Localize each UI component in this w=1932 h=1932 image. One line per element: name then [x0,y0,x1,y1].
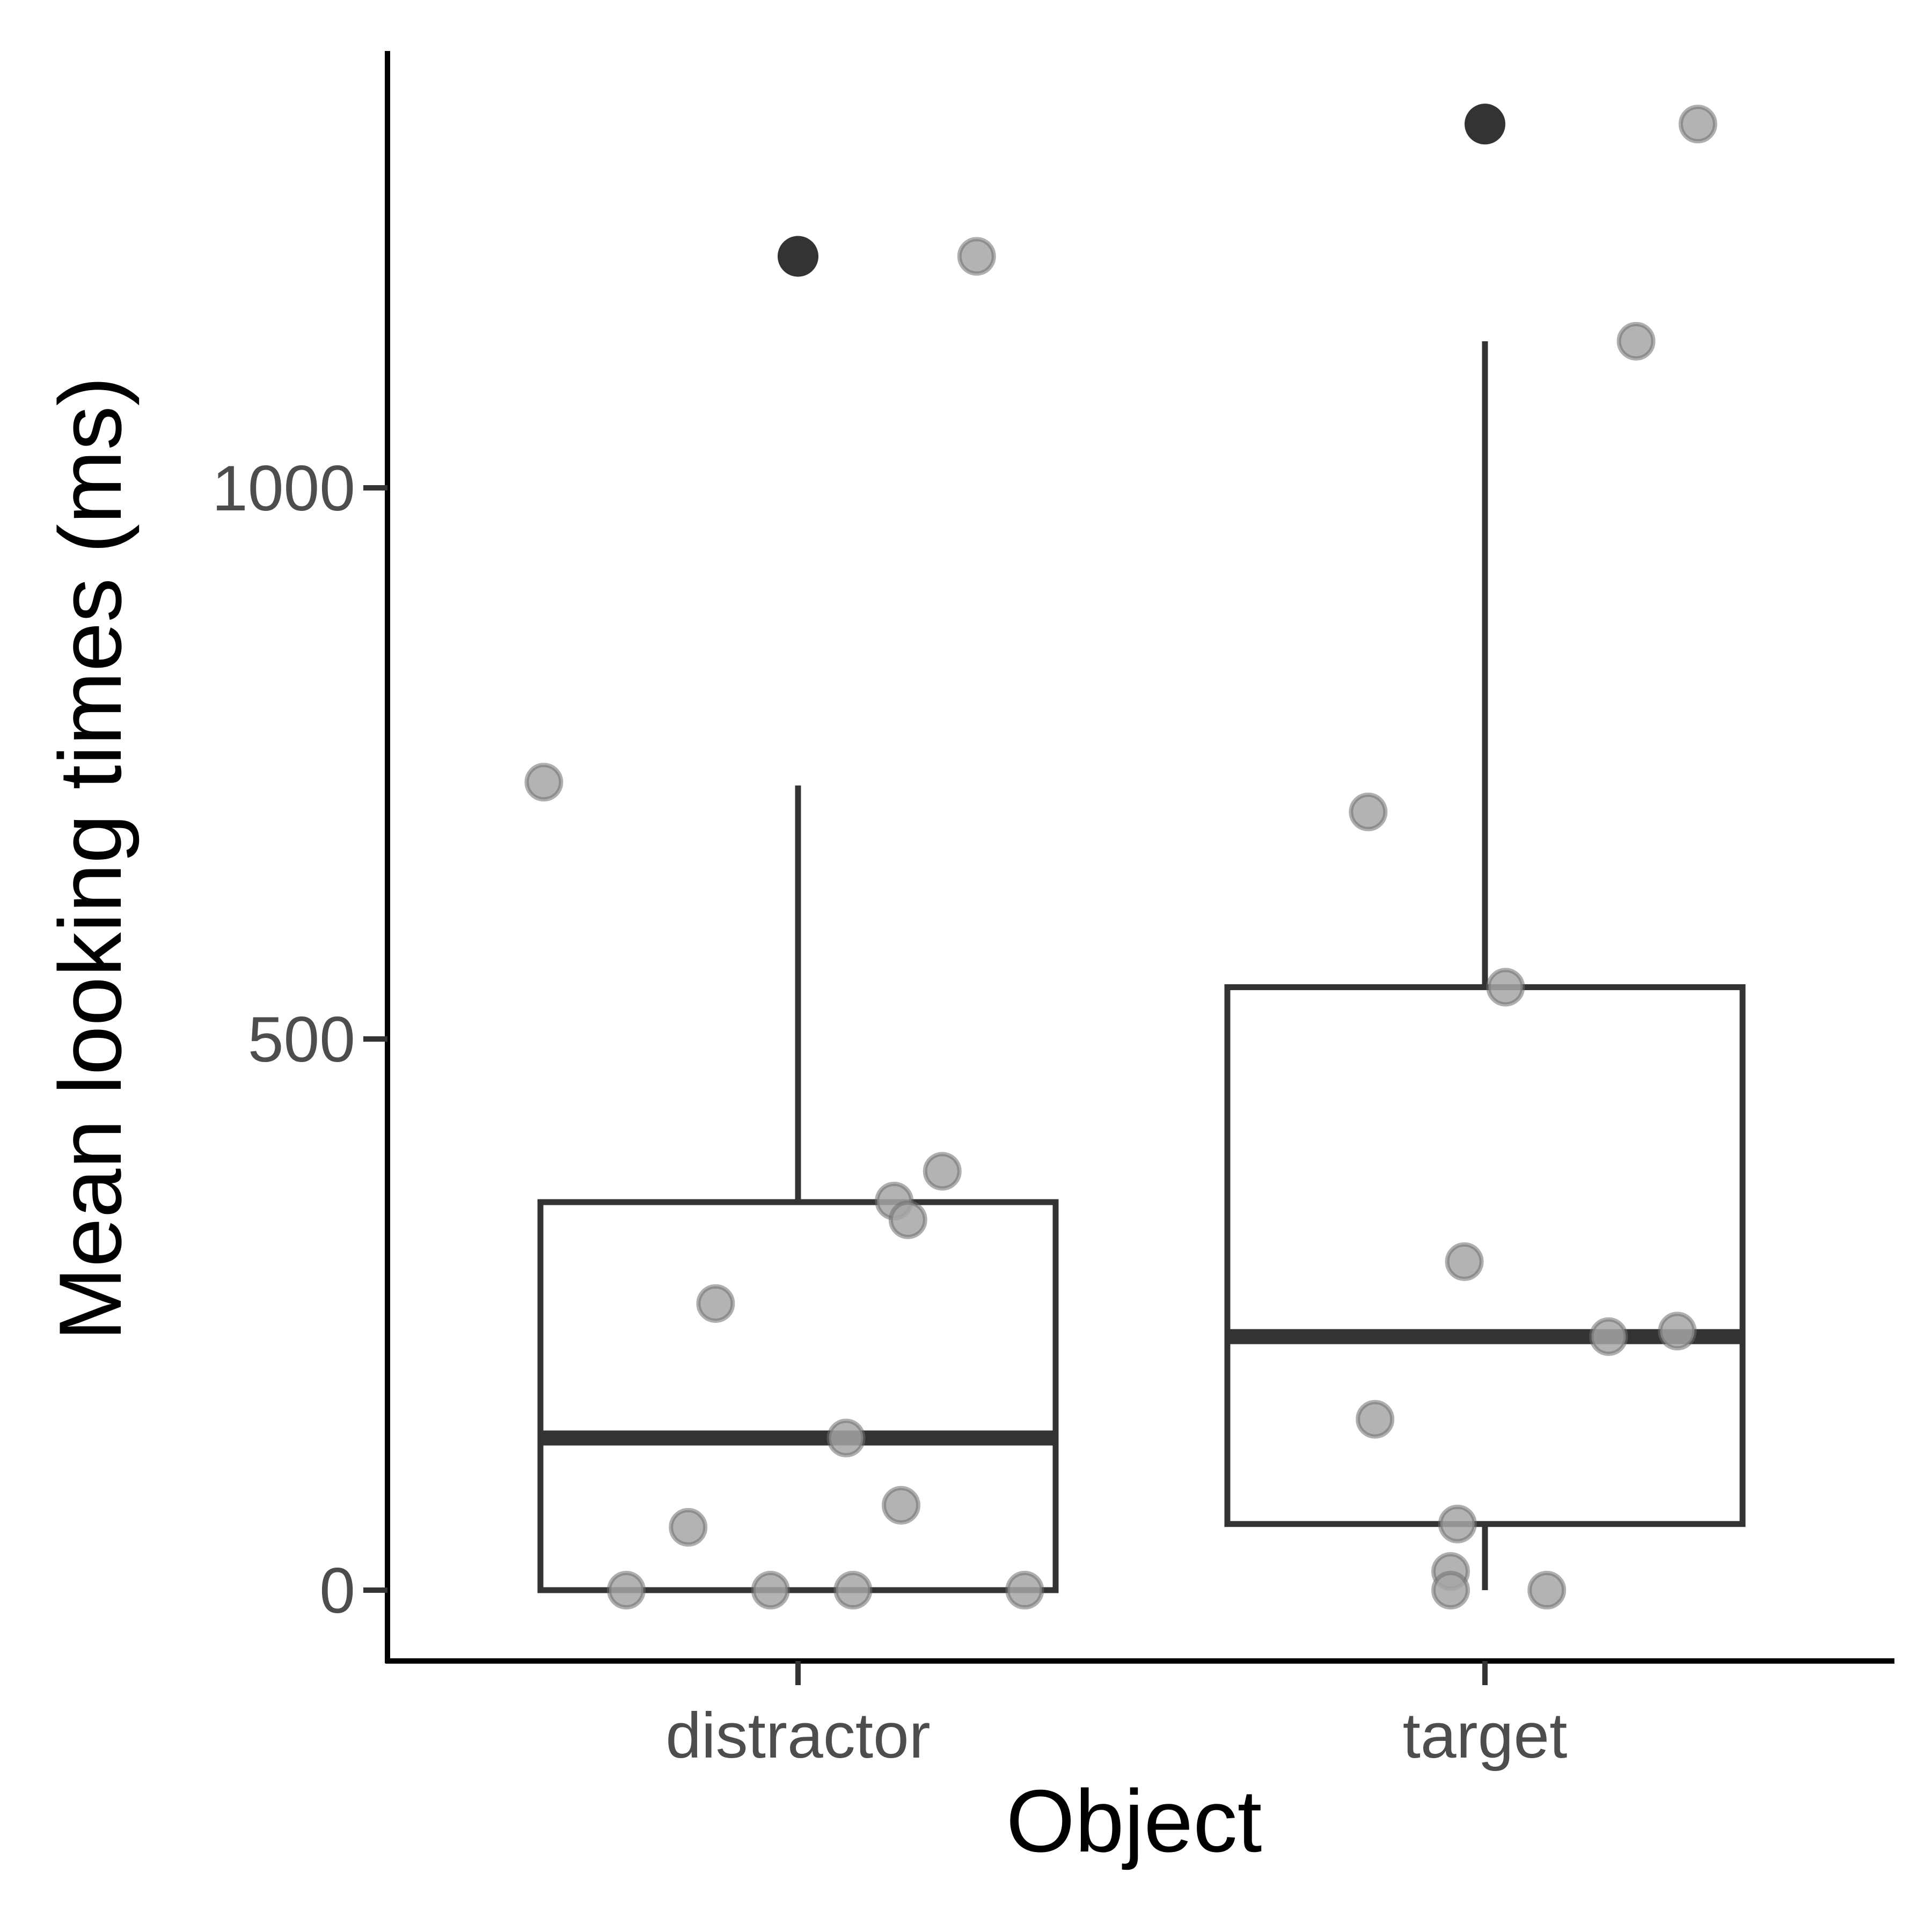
jitter-point [607,1571,646,1609]
jitter-point [1678,105,1717,144]
jitter-point [1486,968,1525,1007]
x-tick-label: distractor [665,1700,930,1772]
y-axis-title: Mean looking times (ms) [41,376,140,1341]
y-tick-label: 1000 [212,452,355,524]
jitter-point [882,1485,920,1525]
ticks-layer: 0 500 1000 distractor target [212,452,1567,1772]
jitter-point [826,1418,866,1458]
jitter-point [1589,1317,1628,1356]
y-tick-label: 0 [319,1555,355,1627]
jitter-point [1445,1242,1484,1281]
jitter-point [1356,1400,1395,1439]
x-tick-label: target [1403,1700,1568,1772]
axes-layer [385,51,1894,1664]
jitter-point [669,1507,708,1547]
points-layer [524,105,1717,1609]
jitter-point [1431,1571,1470,1609]
box-iqr [1224,984,1746,1527]
jitter-point [888,1200,927,1239]
jitter-point [1005,1571,1044,1609]
jitter-point [751,1571,790,1609]
outlier-point [778,236,818,277]
jitter-point [833,1571,873,1609]
box-iqr [537,1199,1059,1593]
y-tick-label: 500 [248,1004,355,1075]
jitter-point [957,237,996,276]
jitter-point [1438,1504,1477,1543]
jitter-point [524,763,564,802]
jitter-point [1349,792,1388,831]
outlier-point [1465,104,1505,145]
jitter-point [696,1284,735,1323]
jitter-point [923,1152,962,1191]
x-axis-title: Object [1006,1772,1262,1870]
jitter-point [1616,321,1656,361]
jitter-point [1658,1312,1697,1351]
jitter-point [1527,1571,1567,1609]
boxes-layer [537,104,1746,1593]
